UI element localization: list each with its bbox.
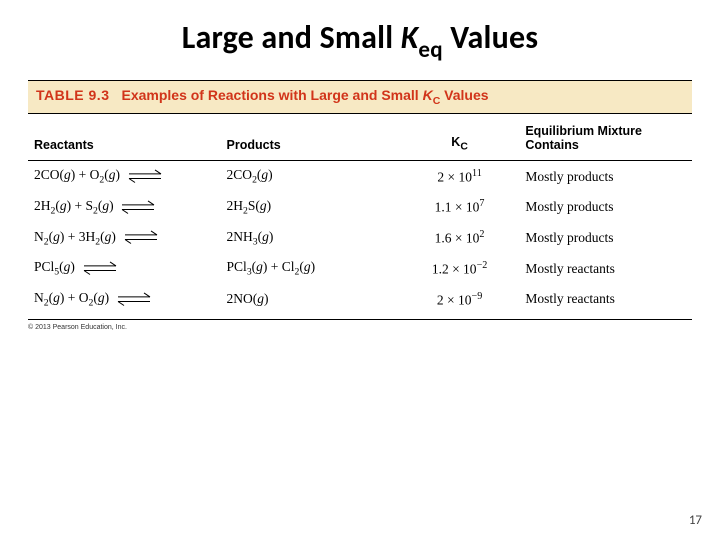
cell-reactants: PCl5(g) — [28, 253, 221, 284]
cell-kc: 2 × 1011 — [400, 161, 520, 192]
table-row: PCl5(g) PCl3(g) + Cl2(g) 1.2 × 10−2 Most… — [28, 253, 692, 284]
cell-reactants: N2(g) + 3H2(g) — [28, 223, 221, 254]
caption-pre: Examples of Reactions with Large and Sma… — [121, 87, 422, 103]
table-number: TABLE 9.3 — [36, 87, 109, 103]
caption-var: K — [423, 87, 433, 103]
title-pre: Large and Small — [182, 18, 401, 57]
table-body: 2CO(g) + O2(g) 2CO2(g) 2 × 1011 Mostly p… — [28, 161, 692, 319]
col-kc-sub: C — [460, 141, 468, 152]
copyright-text: © 2013 Pearson Education, Inc. — [28, 324, 692, 331]
cell-mixture: Mostly reactants — [519, 253, 692, 284]
table-row: 2CO(g) + O2(g) 2CO2(g) 2 × 1011 Mostly p… — [28, 161, 692, 192]
cell-products: 2NH3(g) — [221, 223, 400, 254]
slide-title: Large and Small Keq Values — [28, 18, 692, 62]
col-reactants: Reactants — [28, 114, 221, 161]
equilibrium-arrow-icon — [116, 292, 152, 306]
cell-products: 2CO2(g) — [221, 161, 400, 192]
page-number: 17 — [689, 513, 702, 528]
cell-products: PCl3(g) + Cl2(g) — [221, 253, 400, 284]
cell-mixture: Mostly products — [519, 223, 692, 254]
cell-reactants: 2CO(g) + O2(g) — [28, 161, 221, 192]
col-mixture-l1: Equilibrium Mixture — [525, 124, 642, 138]
cell-kc: 1.2 × 10−2 — [400, 253, 520, 284]
reactions-table: Reactants Products KC Equilibrium Mixtur… — [28, 114, 692, 319]
col-kc: KC — [400, 114, 520, 161]
cell-kc: 2 × 10−9 — [400, 284, 520, 319]
col-mixture: Equilibrium MixtureContains — [519, 114, 692, 161]
table-region: TABLE 9.3 Examples of Reactions with Larg… — [28, 80, 692, 330]
table-header-row: Reactants Products KC Equilibrium Mixtur… — [28, 114, 692, 161]
equilibrium-arrow-icon — [123, 230, 159, 244]
col-kc-var: K — [451, 135, 460, 149]
cell-products: 2NO(g) — [221, 284, 400, 319]
caption-post: Values — [440, 87, 488, 103]
table-caption: TABLE 9.3 Examples of Reactions with Larg… — [28, 80, 692, 114]
title-var: K — [401, 18, 419, 57]
table-row: 2H2(g) + S2(g) 2H2S(g) 1.1 × 107 Mostly … — [28, 192, 692, 223]
cell-kc: 1.6 × 102 — [400, 223, 520, 254]
equilibrium-arrow-icon — [127, 169, 163, 183]
col-mixture-l2: Contains — [525, 138, 578, 152]
cell-reactants: N2(g) + O2(g) — [28, 284, 221, 319]
table-row: N2(g) + O2(g) 2NO(g) 2 × 10−9 Mostly rea… — [28, 284, 692, 319]
title-post: Values — [443, 18, 539, 57]
col-products: Products — [221, 114, 400, 161]
equilibrium-arrow-icon — [82, 261, 118, 275]
cell-mixture: Mostly products — [519, 192, 692, 223]
title-sub: eq — [418, 36, 442, 64]
table-row: N2(g) + 3H2(g) 2NH3(g) 1.6 × 102 Mostly … — [28, 223, 692, 254]
cell-reactants: 2H2(g) + S2(g) — [28, 192, 221, 223]
cell-products: 2H2S(g) — [221, 192, 400, 223]
cell-mixture: Mostly reactants — [519, 284, 692, 319]
cell-mixture: Mostly products — [519, 161, 692, 192]
cell-kc: 1.1 × 107 — [400, 192, 520, 223]
equilibrium-arrow-icon — [120, 200, 156, 214]
